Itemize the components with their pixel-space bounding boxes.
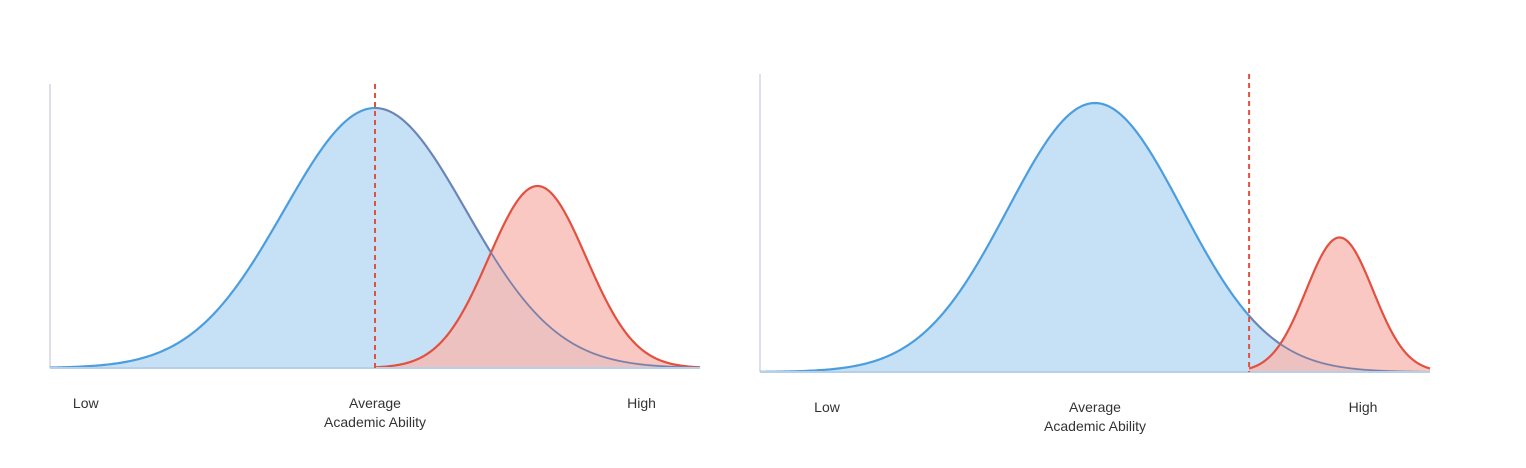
x-tick-label-high: High — [1349, 399, 1378, 415]
selected-group-curve — [1248, 236, 1431, 370]
overlap-curve — [374, 107, 701, 369]
x-axis-label: Academic Ability — [324, 414, 426, 430]
selected-group-area — [1249, 237, 1430, 372]
x-tick-label-average: Average — [349, 395, 401, 411]
selected-group-area — [375, 186, 700, 368]
x-tick-label-low: Low — [73, 395, 100, 411]
x-tick-label-low: Low — [814, 399, 841, 415]
x-axis-label: Academic Ability — [1044, 418, 1146, 434]
selected-group-curve — [374, 184, 701, 369]
x-tick-label-high: High — [627, 395, 656, 411]
general-population-area — [760, 103, 1430, 372]
x-tick-label-average: Average — [1069, 399, 1121, 415]
chart-panel-left: Low Average High Academic Ability — [49, 84, 701, 430]
chart-panel-right: Low Average High Academic Ability — [759, 74, 1431, 434]
